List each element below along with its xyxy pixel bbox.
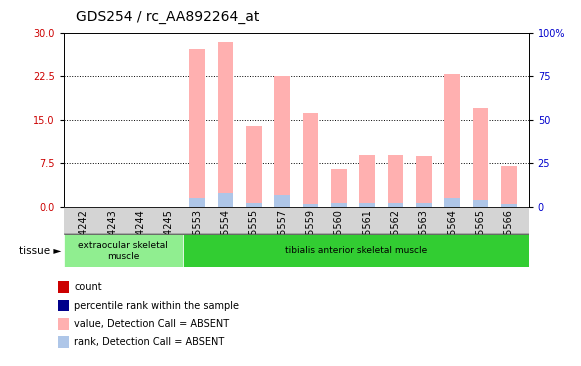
Bar xyxy=(303,113,318,207)
Bar xyxy=(331,169,347,207)
Text: extraocular skeletal
muscle: extraocular skeletal muscle xyxy=(78,241,168,261)
Bar xyxy=(360,154,375,207)
Bar xyxy=(189,49,205,207)
Bar xyxy=(246,126,261,207)
Text: rank, Detection Call = ABSENT: rank, Detection Call = ABSENT xyxy=(74,337,225,347)
Bar xyxy=(246,203,261,207)
Bar xyxy=(274,76,290,207)
Text: GSM5560: GSM5560 xyxy=(334,209,344,256)
Text: GSM5553: GSM5553 xyxy=(192,209,202,256)
Text: GSM5559: GSM5559 xyxy=(306,209,315,256)
Text: GSM4244: GSM4244 xyxy=(135,209,145,256)
Bar xyxy=(64,234,183,267)
Text: count: count xyxy=(74,282,102,292)
Text: GSM4245: GSM4245 xyxy=(164,209,174,256)
Text: GSM5557: GSM5557 xyxy=(277,209,287,256)
Bar xyxy=(303,204,318,207)
Text: GDS254 / rc_AA892264_at: GDS254 / rc_AA892264_at xyxy=(76,10,259,24)
Bar xyxy=(189,198,205,207)
Bar xyxy=(416,203,432,207)
Bar xyxy=(444,74,460,207)
Bar xyxy=(388,203,403,207)
Bar xyxy=(444,198,460,207)
Text: GSM4243: GSM4243 xyxy=(107,209,117,256)
Bar xyxy=(473,200,488,207)
Bar xyxy=(501,166,517,207)
Bar xyxy=(501,204,517,207)
Bar xyxy=(331,203,347,207)
Bar xyxy=(360,203,375,207)
Bar xyxy=(218,42,233,207)
Bar xyxy=(183,234,529,267)
Text: GSM5562: GSM5562 xyxy=(390,209,400,256)
Bar xyxy=(416,156,432,207)
Text: tissue ►: tissue ► xyxy=(19,246,61,256)
Bar xyxy=(274,195,290,207)
Bar xyxy=(388,154,403,207)
Bar xyxy=(473,108,488,207)
Text: GSM5565: GSM5565 xyxy=(475,209,486,256)
Text: GSM4242: GSM4242 xyxy=(79,209,89,256)
Text: GSM5561: GSM5561 xyxy=(362,209,372,256)
Text: GSM5563: GSM5563 xyxy=(419,209,429,256)
Text: GSM5566: GSM5566 xyxy=(504,209,514,256)
Text: GSM5555: GSM5555 xyxy=(249,209,259,256)
Text: percentile rank within the sample: percentile rank within the sample xyxy=(74,300,239,311)
Text: value, Detection Call = ABSENT: value, Detection Call = ABSENT xyxy=(74,319,229,329)
Text: tibialis anterior skeletal muscle: tibialis anterior skeletal muscle xyxy=(285,246,427,255)
Text: GSM5554: GSM5554 xyxy=(220,209,231,256)
Text: GSM5564: GSM5564 xyxy=(447,209,457,256)
Bar xyxy=(218,194,233,207)
